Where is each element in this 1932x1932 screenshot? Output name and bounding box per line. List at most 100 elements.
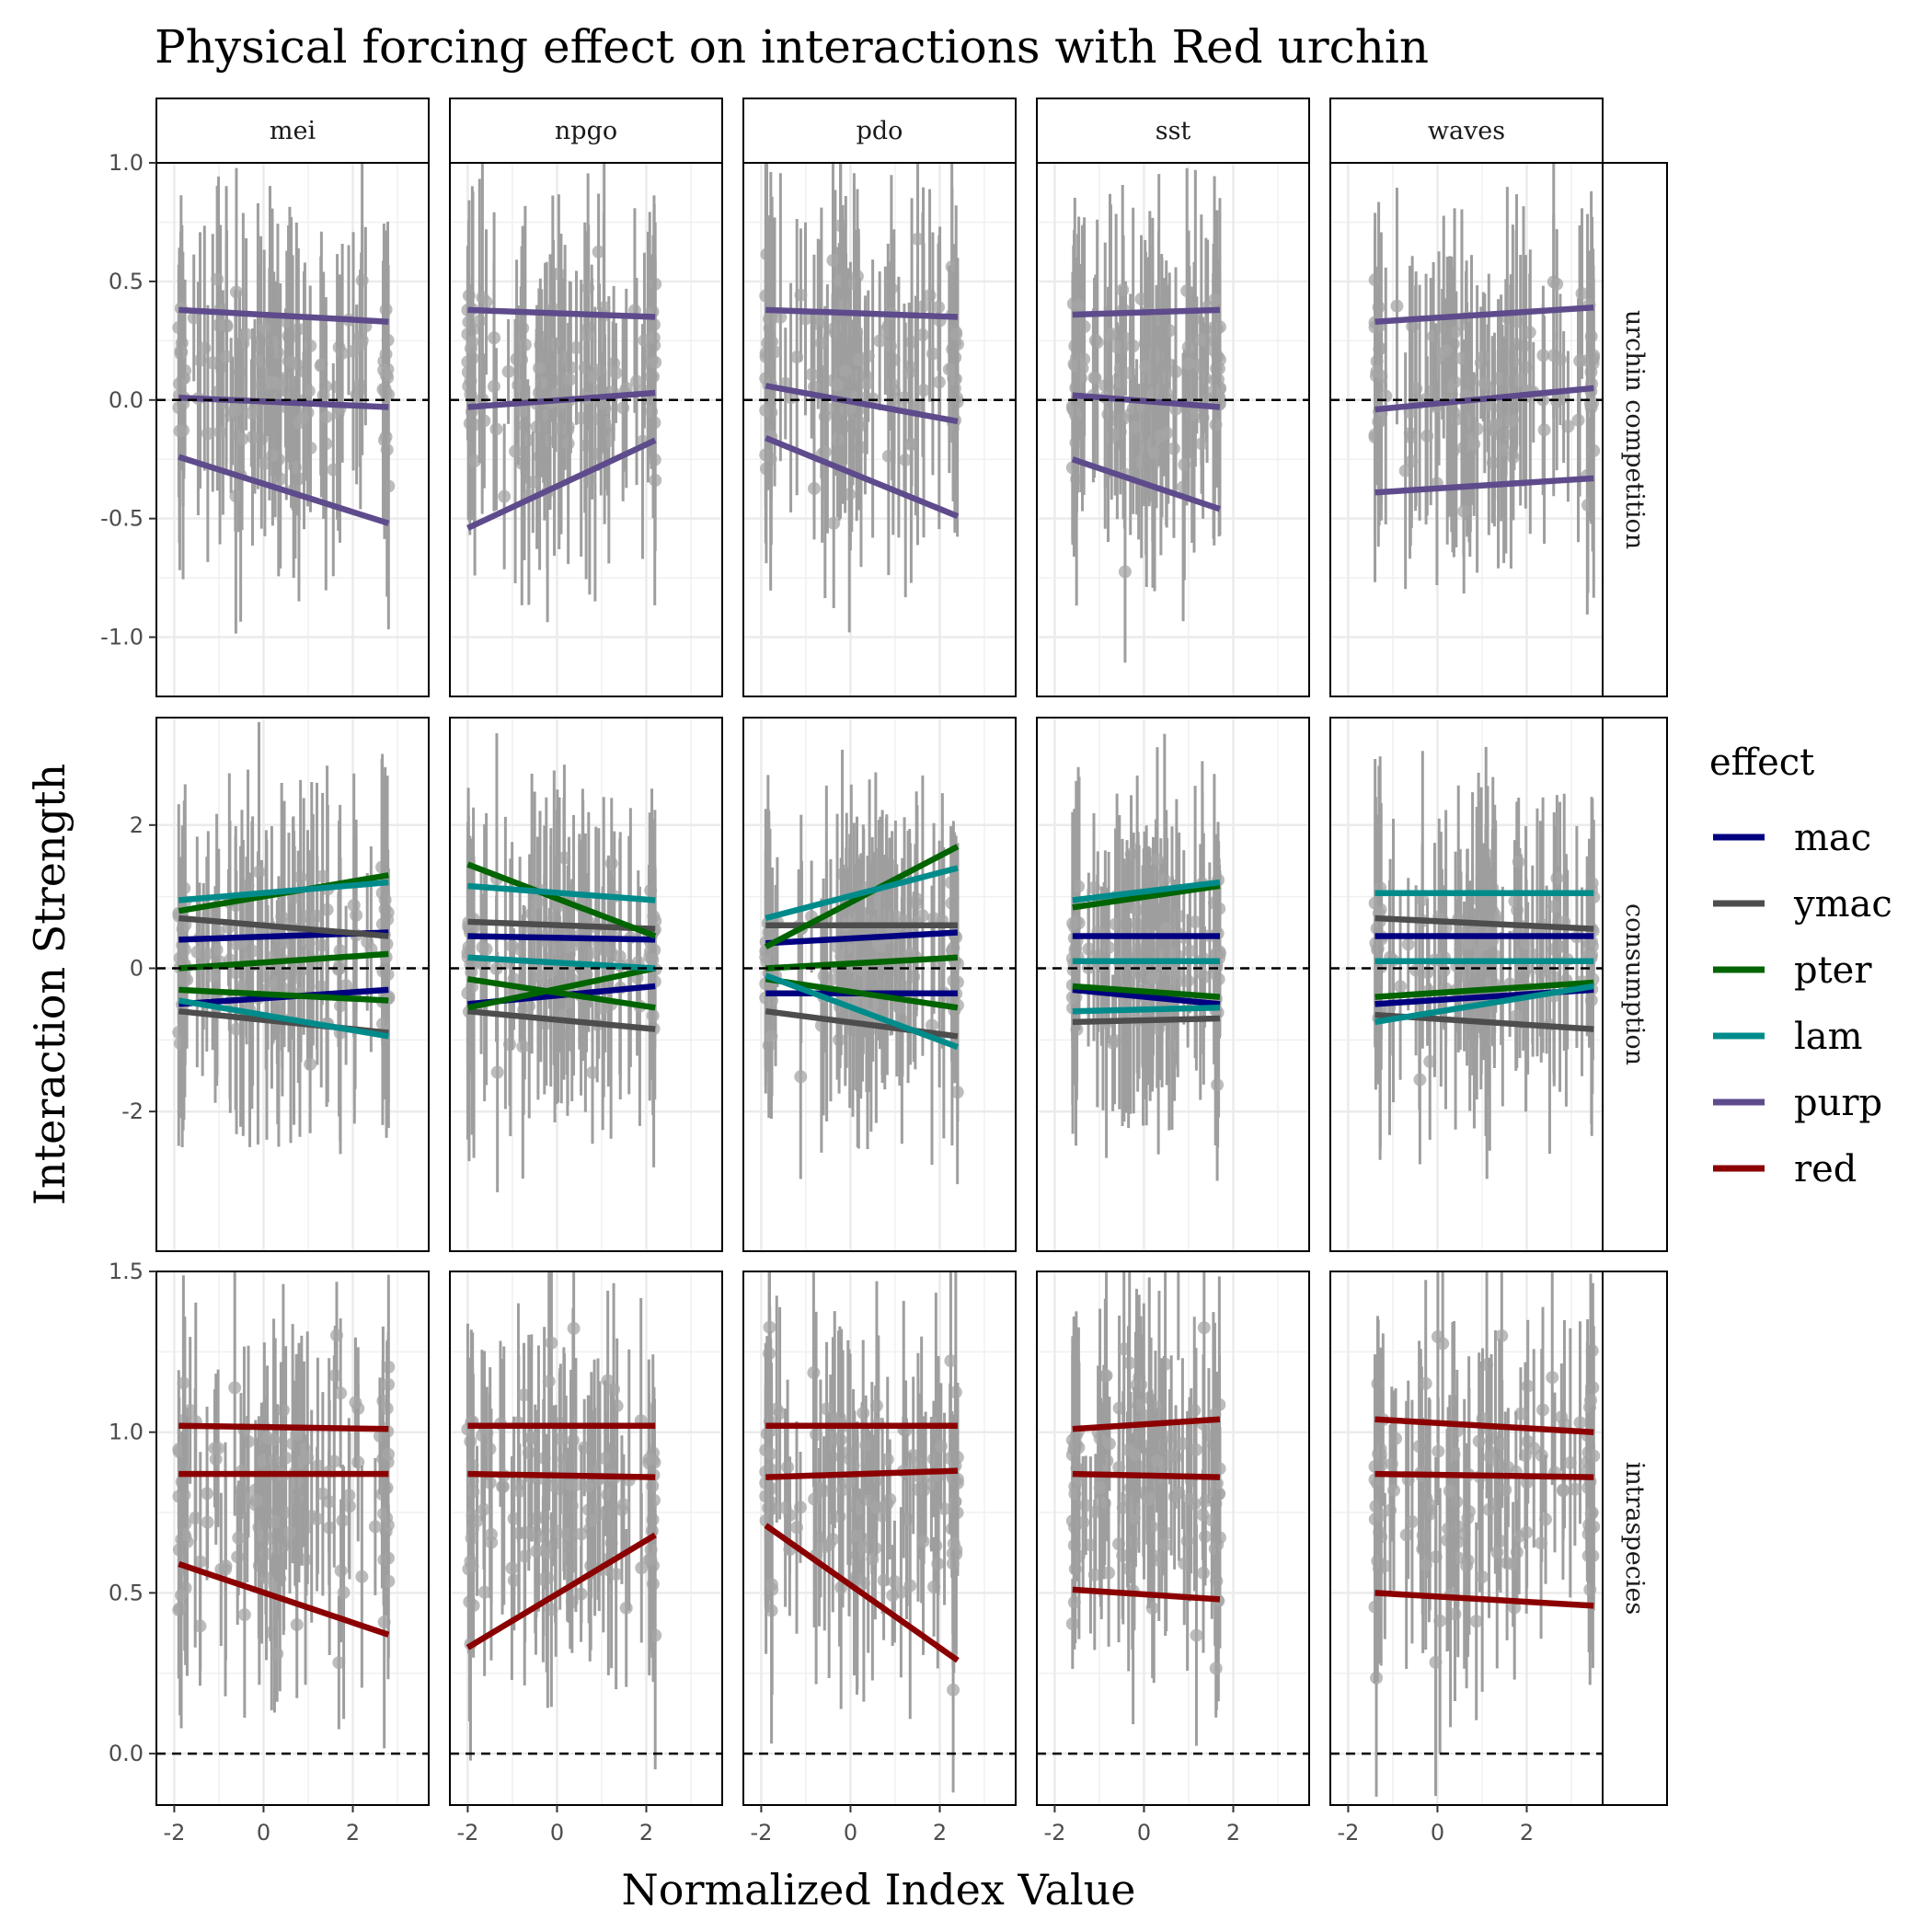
panel-intraspecies-waves: -2 0 2 <box>1329 1270 1604 1846</box>
x-tick-label: 0 <box>257 1820 270 1846</box>
data-point <box>854 963 868 977</box>
legend-label: mac <box>1794 817 1871 859</box>
data-point <box>1129 420 1143 434</box>
data-point <box>850 369 864 383</box>
data-point <box>498 489 512 503</box>
panel-intraspecies-sst: -2 0 2 <box>1036 1270 1310 1846</box>
row-strip-intraspecies: intraspecies <box>1602 1271 1668 1806</box>
y-tick-label: 0.5 <box>109 269 144 294</box>
data-point <box>517 1388 531 1402</box>
legend-label: pter <box>1794 949 1872 992</box>
data-point <box>911 232 925 246</box>
data-point <box>596 1001 610 1015</box>
data-point <box>563 373 577 386</box>
trend-line-lam <box>178 997 389 1040</box>
data-point <box>1497 443 1511 456</box>
data-point <box>827 516 841 530</box>
x-tick-label: 2 <box>1226 1820 1240 1846</box>
data-point <box>540 1547 554 1560</box>
row-strip-box <box>1602 1271 1668 1806</box>
data-point <box>1512 855 1525 868</box>
data-point <box>211 272 224 286</box>
data-point <box>273 377 287 391</box>
trend-line-pter <box>178 950 389 972</box>
data-point <box>1189 915 1202 929</box>
strip-label-npgo: npgo <box>555 117 617 145</box>
data-point <box>1102 1437 1116 1451</box>
data-point <box>1150 1454 1164 1467</box>
row-strip-box <box>1602 717 1668 1252</box>
x-tick-label: -2 <box>456 1820 478 1846</box>
trend-line-ymac <box>178 914 389 939</box>
data-point <box>1104 327 1118 340</box>
data-point <box>1483 1450 1497 1464</box>
data-point <box>259 1571 273 1585</box>
data-point <box>834 949 848 963</box>
data-point <box>1419 1376 1432 1390</box>
data-point <box>1399 1528 1413 1542</box>
row-strip-urchin-competition: urchin competition <box>1602 162 1668 697</box>
data-point <box>336 346 350 360</box>
data-layer <box>461 733 662 1193</box>
data-point <box>1178 1557 1191 1570</box>
data-point <box>334 1564 348 1578</box>
data-point <box>1513 374 1527 387</box>
data-point <box>1439 344 1453 358</box>
data-point <box>1513 1407 1527 1420</box>
data-point <box>334 1386 348 1400</box>
data-point <box>1550 871 1564 885</box>
data-point <box>808 1492 822 1506</box>
data-point <box>1139 360 1153 374</box>
panel-urchin-competition-mei: mei -1.0 -0.5 0.0 0.5 1.0 <box>100 98 430 697</box>
data-point <box>598 1452 612 1466</box>
y-tick-label: -2 <box>121 1098 144 1124</box>
data-point <box>531 895 545 909</box>
data-point <box>1547 900 1561 914</box>
data-point <box>490 1065 504 1079</box>
panel-intraspecies-pdo: -2 0 2 <box>742 1270 1017 1846</box>
strip-label-waves: waves <box>1428 117 1505 145</box>
data-point <box>619 382 633 396</box>
data-point <box>1148 446 1162 460</box>
panel-consumption-mei: -2 0 2 <box>121 717 430 1252</box>
x-tick-label: 2 <box>1520 1820 1534 1846</box>
trend-line-lam <box>467 954 656 972</box>
y-tick-label: -1.0 <box>100 625 144 650</box>
panel-urchin-competition-waves: waves <box>1329 98 1604 697</box>
data-point <box>814 336 828 350</box>
data-point <box>821 402 834 416</box>
data-point <box>304 1057 317 1071</box>
data-point <box>1116 283 1130 297</box>
data-point <box>1126 402 1140 416</box>
data-point <box>1145 972 1159 985</box>
data-point <box>524 1431 538 1444</box>
panel-background <box>743 163 1016 696</box>
data-point <box>1413 1073 1427 1087</box>
data-point <box>516 404 530 418</box>
data-point <box>1394 980 1408 994</box>
trend-line-purp <box>765 435 960 520</box>
trend-line-pter <box>1374 979 1594 1000</box>
chart-title: Physical forcing effect on interactions … <box>155 20 1429 74</box>
data-point <box>1553 352 1567 366</box>
data-point <box>790 351 804 364</box>
data-point <box>609 366 623 380</box>
data-point <box>1390 299 1404 313</box>
data-point <box>1196 1508 1210 1522</box>
x-tick-label: -2 <box>163 1820 185 1846</box>
data-point <box>917 384 931 397</box>
data-point <box>886 1589 900 1603</box>
data-point <box>630 374 644 388</box>
data-point <box>531 968 545 982</box>
data-point <box>270 1515 283 1529</box>
x-tick-label: -2 <box>1043 1820 1065 1846</box>
data-point <box>483 1442 497 1455</box>
x-tick-label: 2 <box>346 1820 360 1846</box>
data-point <box>619 1601 633 1615</box>
data-point <box>847 1529 861 1543</box>
trend-line-ymac <box>1374 914 1594 932</box>
trend-line-purp <box>178 394 389 410</box>
data-point <box>1066 916 1080 930</box>
data-point <box>328 1455 341 1468</box>
